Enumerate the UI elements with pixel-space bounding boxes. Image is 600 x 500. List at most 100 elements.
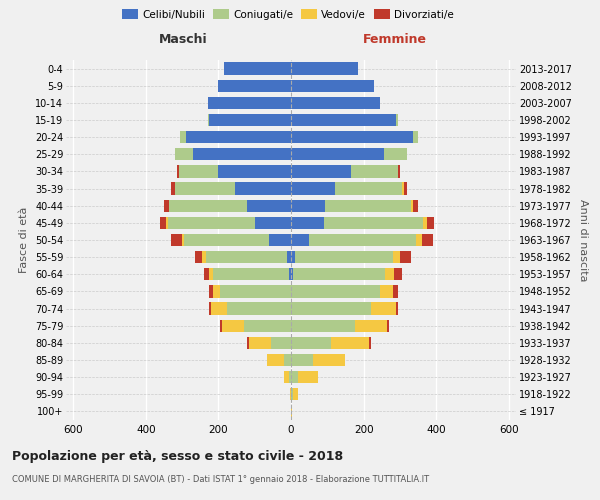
Bar [206,251,287,264]
Bar [396,114,398,126]
Bar [383,148,407,160]
Bar [284,354,291,366]
Bar [424,216,427,229]
Bar [175,148,193,160]
Bar [396,302,398,314]
Y-axis label: Anni di nascita: Anni di nascita [578,198,589,281]
Text: Maschi: Maschi [158,32,208,46]
Bar [271,336,291,349]
Bar [211,302,227,314]
Bar [291,388,293,400]
Bar [291,234,309,246]
Bar [284,371,289,384]
Bar [220,320,222,332]
Bar [291,200,325,212]
Bar [213,268,289,280]
Bar [416,234,422,246]
Bar [291,182,335,194]
Bar [291,251,295,264]
Bar [392,251,400,264]
Bar [287,251,291,264]
Bar [309,234,416,246]
Text: Femmine: Femmine [362,32,427,46]
Bar [385,268,394,280]
Bar [193,148,291,160]
Bar [323,216,424,229]
Bar [291,216,323,229]
Bar [291,406,292,417]
Bar [355,320,387,332]
Bar [184,234,269,246]
Bar [422,234,433,246]
Bar [313,354,346,366]
Bar [289,268,291,280]
Bar [427,216,434,229]
Bar [169,200,247,212]
Bar [209,268,213,280]
Bar [295,251,392,264]
Bar [394,268,401,280]
Bar [218,166,291,177]
Bar [291,62,358,74]
Bar [387,320,389,332]
Bar [166,216,167,229]
Bar [164,200,169,212]
Bar [291,166,351,177]
Bar [244,320,291,332]
Bar [175,182,235,194]
Bar [291,268,293,280]
Bar [413,200,418,212]
Bar [204,268,209,280]
Bar [411,200,413,212]
Bar [202,251,206,264]
Bar [291,286,380,298]
Bar [181,131,186,143]
Bar [401,182,404,194]
Bar [209,114,291,126]
Bar [392,286,398,298]
Bar [380,286,392,298]
Bar [290,388,291,400]
Bar [167,216,255,229]
Bar [171,182,175,194]
Y-axis label: Fasce di età: Fasce di età [19,207,29,273]
Bar [398,166,400,177]
Bar [291,131,413,143]
Bar [291,354,313,366]
Bar [209,302,211,314]
Bar [255,216,291,229]
Bar [293,388,298,400]
Bar [291,336,331,349]
Bar [293,268,385,280]
Bar [400,251,411,264]
Bar [235,182,291,194]
Legend: Celibi/Nubili, Coniugati/e, Vedovi/e, Divorziati/e: Celibi/Nubili, Coniugati/e, Vedovi/e, Di… [118,5,458,24]
Bar [182,234,184,246]
Bar [298,371,318,384]
Bar [176,166,179,177]
Bar [331,336,369,349]
Bar [224,62,291,74]
Bar [208,114,209,126]
Bar [268,354,284,366]
Bar [335,182,401,194]
Bar [351,166,398,177]
Bar [369,336,371,349]
Bar [208,96,291,109]
Bar [269,234,291,246]
Bar [222,320,244,332]
Bar [209,286,213,298]
Bar [291,320,355,332]
Bar [289,371,291,384]
Bar [291,148,383,160]
Bar [227,302,291,314]
Bar [220,286,291,298]
Bar [404,182,407,194]
Bar [213,286,220,298]
Bar [247,200,291,212]
Bar [247,336,249,349]
Bar [291,302,371,314]
Bar [179,166,218,177]
Bar [249,336,271,349]
Bar [160,216,166,229]
